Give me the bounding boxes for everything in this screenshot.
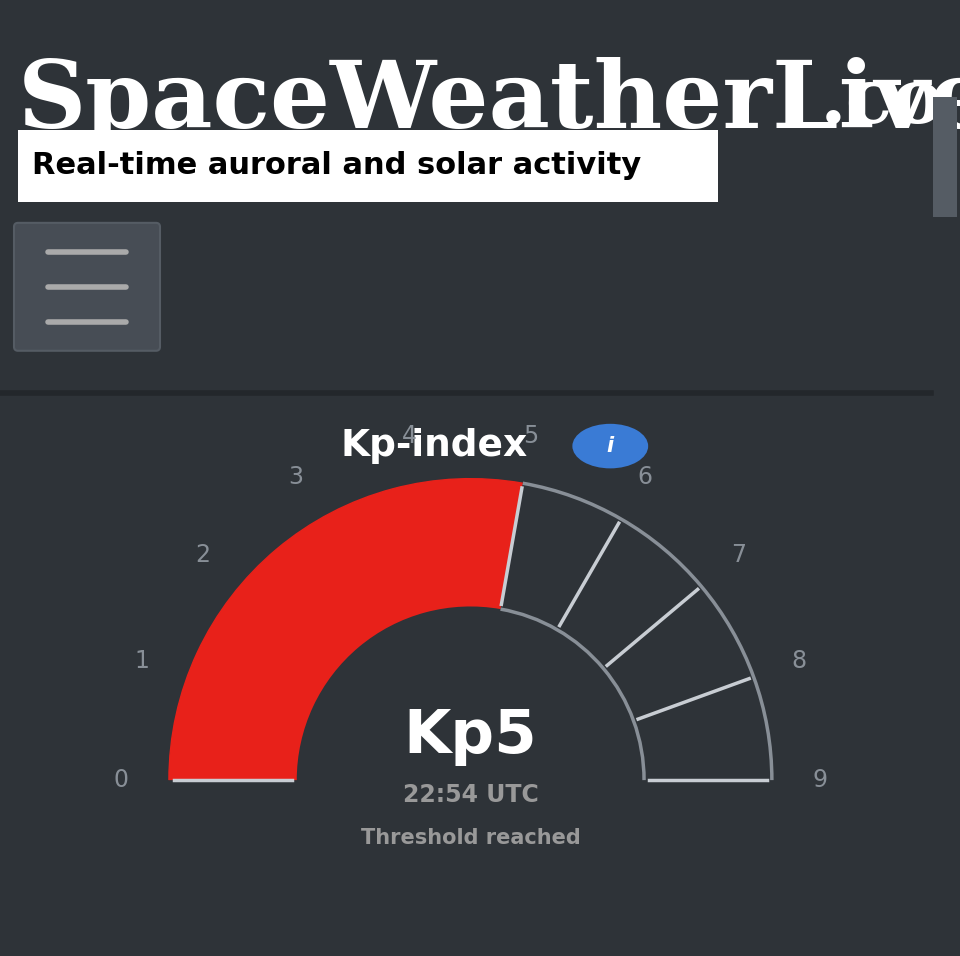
Bar	[930, 0, 960, 397]
Bar	[933, 97, 957, 217]
Text: 6: 6	[637, 466, 653, 489]
Text: SpaceWeatherLive: SpaceWeatherLive	[18, 57, 960, 147]
Text: 4: 4	[402, 424, 418, 447]
Text: Kp-index: Kp-index	[341, 428, 528, 464]
Wedge shape	[169, 479, 523, 780]
Text: 22:54 UTC: 22:54 UTC	[402, 783, 539, 807]
FancyBboxPatch shape	[14, 223, 160, 351]
Text: 7: 7	[731, 543, 746, 567]
Text: Kp5: Kp5	[403, 707, 538, 766]
Text: 8: 8	[791, 648, 806, 672]
Text: 1: 1	[134, 648, 149, 672]
Text: Threshold reached: Threshold reached	[361, 828, 580, 848]
Text: Real-time auroral and solar activity: Real-time auroral and solar activity	[32, 151, 641, 181]
Text: 0: 0	[113, 768, 129, 793]
Text: 2: 2	[195, 543, 210, 567]
Circle shape	[572, 424, 648, 468]
Bar	[18, 130, 718, 202]
Text: 3: 3	[288, 466, 303, 489]
Text: 5: 5	[523, 424, 539, 447]
Text: i: i	[607, 436, 613, 456]
Text: 9: 9	[812, 768, 828, 793]
Text: .co: .co	[820, 65, 944, 139]
